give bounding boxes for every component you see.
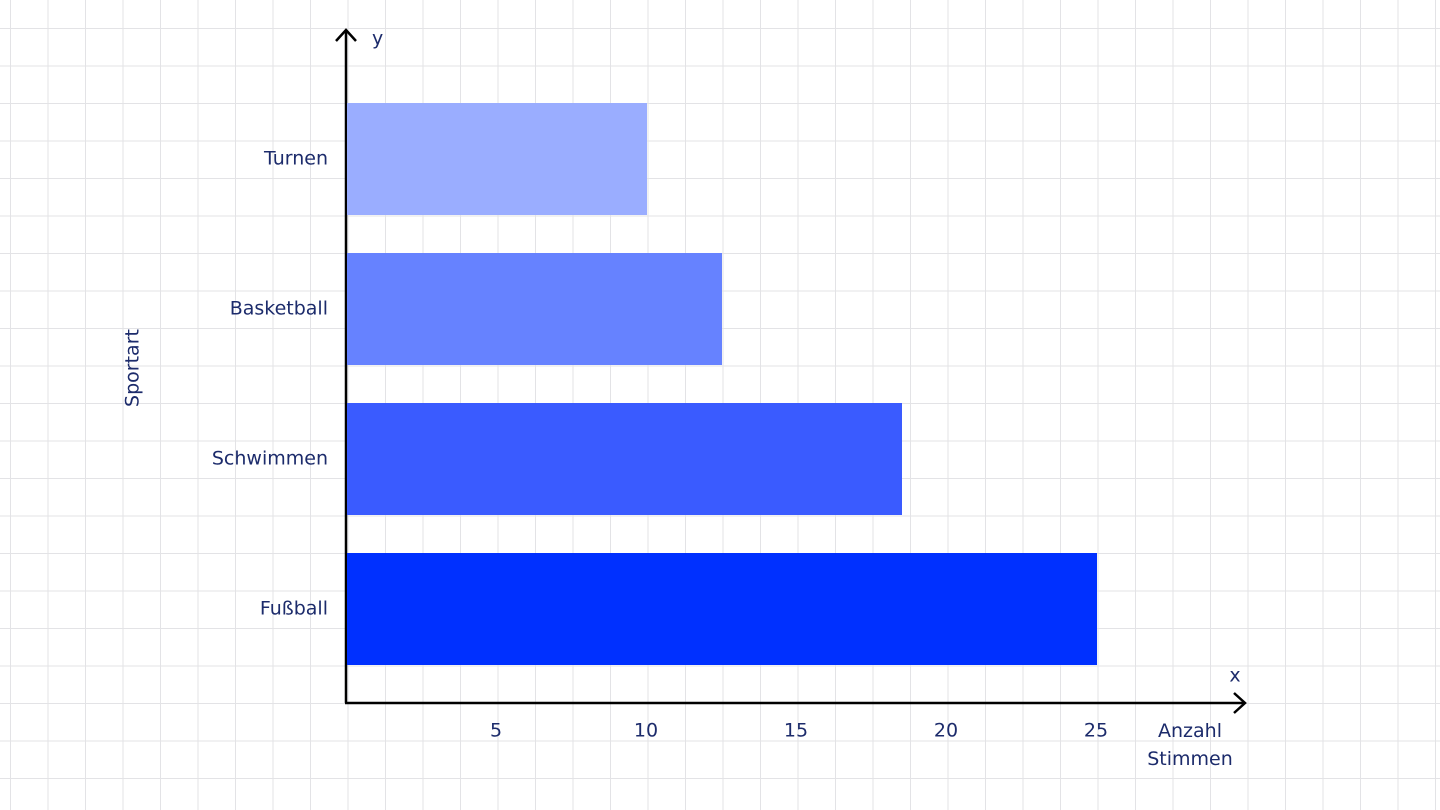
- y-axis-name: y: [372, 28, 383, 50]
- y-arrow: [335, 28, 357, 42]
- bar: [347, 253, 722, 365]
- bar: [347, 553, 1097, 665]
- x-axis-label: Anzahl Stimmen: [1147, 720, 1233, 770]
- x-tick-label: 20: [934, 720, 958, 742]
- bar: [347, 403, 902, 515]
- x-tick-label: 10: [634, 720, 658, 742]
- x-tick-label: 25: [1084, 720, 1108, 742]
- y-tick-label: Basketball: [230, 298, 328, 320]
- bar: [347, 103, 647, 215]
- y-tick-label: Turnen: [263, 148, 328, 170]
- x-tick-label: 15: [784, 720, 808, 742]
- y-tick-label: Schwimmen: [212, 448, 328, 470]
- axes: [335, 28, 1247, 714]
- x-arrow: [1233, 692, 1247, 714]
- y-axis-label: Sportart: [122, 329, 144, 407]
- y-tick-label: Fußball: [260, 598, 328, 620]
- x-axis-name: x: [1229, 665, 1240, 687]
- x-tick-label: 5: [490, 720, 502, 742]
